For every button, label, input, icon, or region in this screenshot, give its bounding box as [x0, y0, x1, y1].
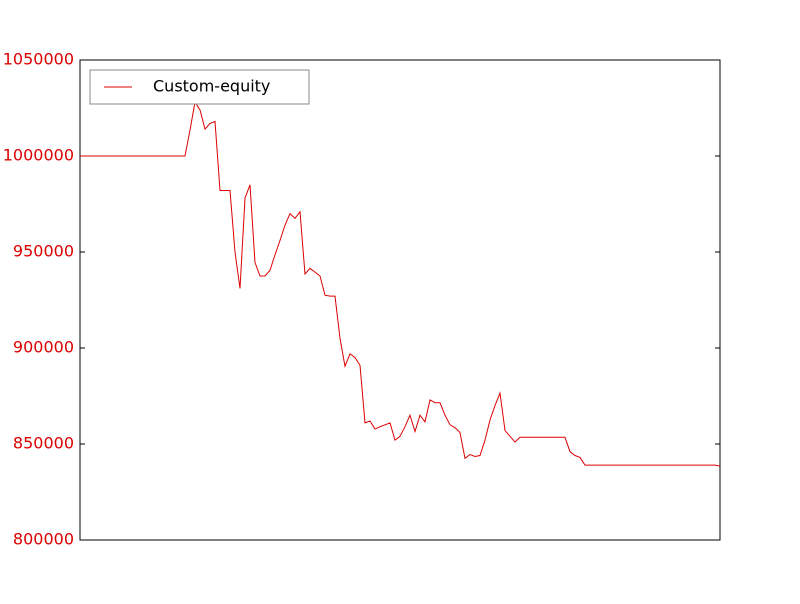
- y-tick-label: 850000: [13, 434, 74, 453]
- y-tick-label: 1050000: [3, 50, 74, 69]
- y-tick-label: 900000: [13, 338, 74, 357]
- line: [80, 100, 721, 467]
- y-tick-label: 800000: [13, 530, 74, 549]
- y-tick-label: 950000: [13, 242, 74, 261]
- plot-frame: [79, 59, 721, 541]
- y-tick-label: 1000000: [3, 146, 74, 165]
- legend-label: Custom-equity: [153, 77, 270, 96]
